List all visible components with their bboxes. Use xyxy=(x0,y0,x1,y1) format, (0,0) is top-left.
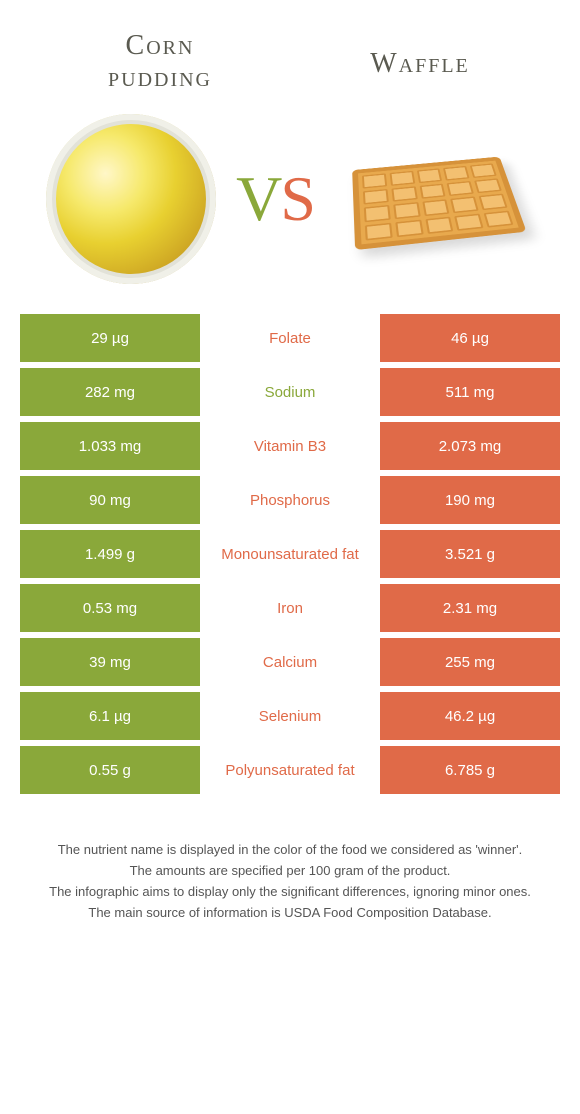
nutrient-right-value: 46.2 µg xyxy=(380,692,560,740)
nutrient-right-value: 3.521 g xyxy=(380,530,560,578)
table-row: 0.53 mgIron2.31 mg xyxy=(20,584,560,632)
table-row: 29 µgFolate46 µg xyxy=(20,314,560,362)
nutrient-label: Folate xyxy=(200,314,380,362)
table-row: 39 mgCalcium255 mg xyxy=(20,638,560,686)
nutrient-left-value: 29 µg xyxy=(20,314,200,362)
nutrient-right-value: 255 mg xyxy=(380,638,560,686)
nutrient-right-value: 511 mg xyxy=(380,368,560,416)
vs-label: VS xyxy=(236,162,314,236)
waffle-image xyxy=(334,114,534,284)
food-right-name: Waffle xyxy=(370,48,470,79)
nutrient-label: Phosphorus xyxy=(200,476,380,524)
comparison-table: 29 µgFolate46 µg 282 mgSodium511 mg 1.033 … xyxy=(0,304,580,794)
nutrient-left-value: 0.55 g xyxy=(20,746,200,794)
food-left-title: Corn pudding xyxy=(60,30,260,94)
food-left-name-line2: pudding xyxy=(108,62,212,93)
nutrient-right-value: 2.31 mg xyxy=(380,584,560,632)
table-row: 90 mgPhosphorus190 mg xyxy=(20,476,560,524)
vs-v: V xyxy=(236,162,280,236)
nutrient-label: Sodium xyxy=(200,368,380,416)
table-row: 1.033 mgVitamin B32.073 mg xyxy=(20,422,560,470)
nutrient-left-value: 1.499 g xyxy=(20,530,200,578)
footnote-line: The main source of information is USDA F… xyxy=(30,903,550,924)
header: Corn pudding Waffle xyxy=(0,0,580,104)
nutrient-right-value: 6.785 g xyxy=(380,746,560,794)
table-row: 1.499 gMonounsaturated fat3.521 g xyxy=(20,530,560,578)
nutrient-right-value: 190 mg xyxy=(380,476,560,524)
nutrient-label: Calcium xyxy=(200,638,380,686)
nutrient-left-value: 6.1 µg xyxy=(20,692,200,740)
nutrient-right-value: 46 µg xyxy=(380,314,560,362)
footnotes: The nutrient name is displayed in the co… xyxy=(0,800,580,923)
vs-s: S xyxy=(280,162,314,236)
food-left-name-line1: Corn xyxy=(126,30,195,61)
corn-pudding-image xyxy=(46,114,216,284)
nutrient-left-value: 1.033 mg xyxy=(20,422,200,470)
food-right-title: Waffle xyxy=(320,30,520,80)
nutrient-label: Selenium xyxy=(200,692,380,740)
nutrient-label: Polyunsaturated fat xyxy=(200,746,380,794)
footnote-line: The infographic aims to display only the… xyxy=(30,882,550,903)
footnote-line: The amounts are specified per 100 gram o… xyxy=(30,861,550,882)
nutrient-left-value: 0.53 mg xyxy=(20,584,200,632)
nutrient-label: Monounsaturated fat xyxy=(200,530,380,578)
table-row: 282 mgSodium511 mg xyxy=(20,368,560,416)
nutrient-left-value: 90 mg xyxy=(20,476,200,524)
nutrient-left-value: 39 mg xyxy=(20,638,200,686)
waffle-icon xyxy=(352,157,526,251)
footnote-line: The nutrient name is displayed in the co… xyxy=(30,840,550,861)
hero-row: VS xyxy=(0,104,580,304)
table-row: 6.1 µgSelenium46.2 µg xyxy=(20,692,560,740)
nutrient-label: Vitamin B3 xyxy=(200,422,380,470)
nutrient-label: Iron xyxy=(200,584,380,632)
table-row: 0.55 gPolyunsaturated fat6.785 g xyxy=(20,746,560,794)
nutrient-right-value: 2.073 mg xyxy=(380,422,560,470)
nutrient-left-value: 282 mg xyxy=(20,368,200,416)
